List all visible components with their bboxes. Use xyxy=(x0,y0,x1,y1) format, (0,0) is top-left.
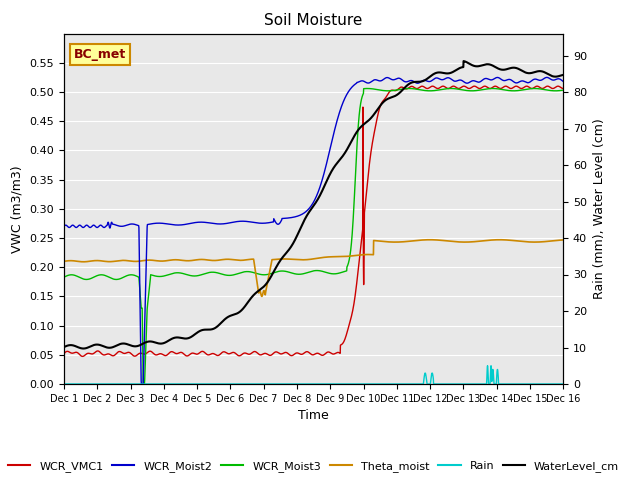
Title: Soil Moisture: Soil Moisture xyxy=(264,13,363,28)
Y-axis label: Rain (mm), Water Level (cm): Rain (mm), Water Level (cm) xyxy=(593,119,605,299)
Text: BC_met: BC_met xyxy=(74,48,126,61)
X-axis label: Time: Time xyxy=(298,409,329,422)
Y-axis label: VWC (m3/m3): VWC (m3/m3) xyxy=(11,165,24,252)
Legend: WCR_VMC1, WCR_Moist2, WCR_Moist3, Theta_moist, Rain, WaterLevel_cm: WCR_VMC1, WCR_Moist2, WCR_Moist3, Theta_… xyxy=(4,457,623,477)
